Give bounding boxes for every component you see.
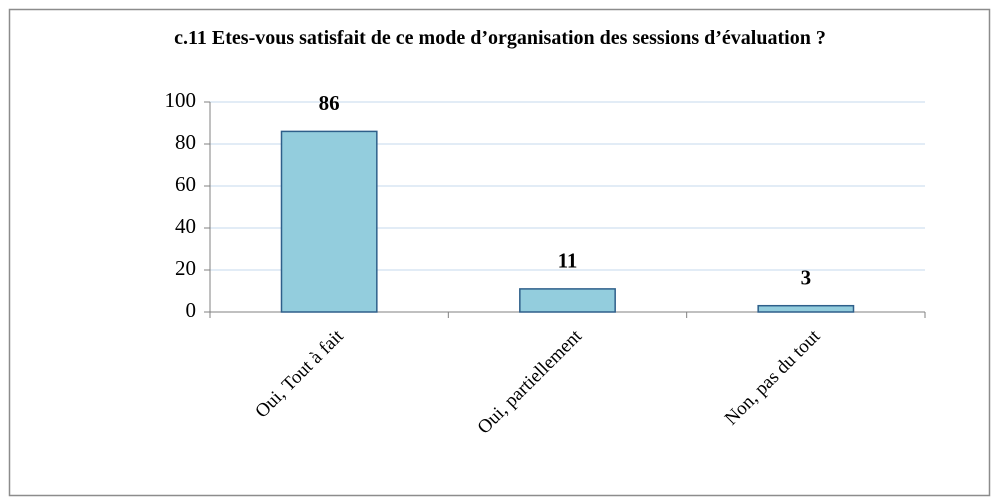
y-tick-label: 0 <box>186 298 197 322</box>
data-label: 3 <box>801 266 812 290</box>
y-tick-label: 80 <box>175 130 196 154</box>
y-tick-label: 20 <box>175 256 196 280</box>
bar <box>757 304 855 313</box>
y-tick-label: 100 <box>165 88 197 112</box>
bar <box>519 288 616 313</box>
data-label: 86 <box>319 91 340 115</box>
y-tick-label: 60 <box>175 172 196 196</box>
bar <box>280 130 378 313</box>
chart-title: c.11 Etes-vous satisfait de ce mode d’or… <box>174 27 826 49</box>
y-tick-label: 40 <box>175 214 196 238</box>
data-label: 11 <box>558 249 578 273</box>
chart-frame <box>8 8 991 497</box>
